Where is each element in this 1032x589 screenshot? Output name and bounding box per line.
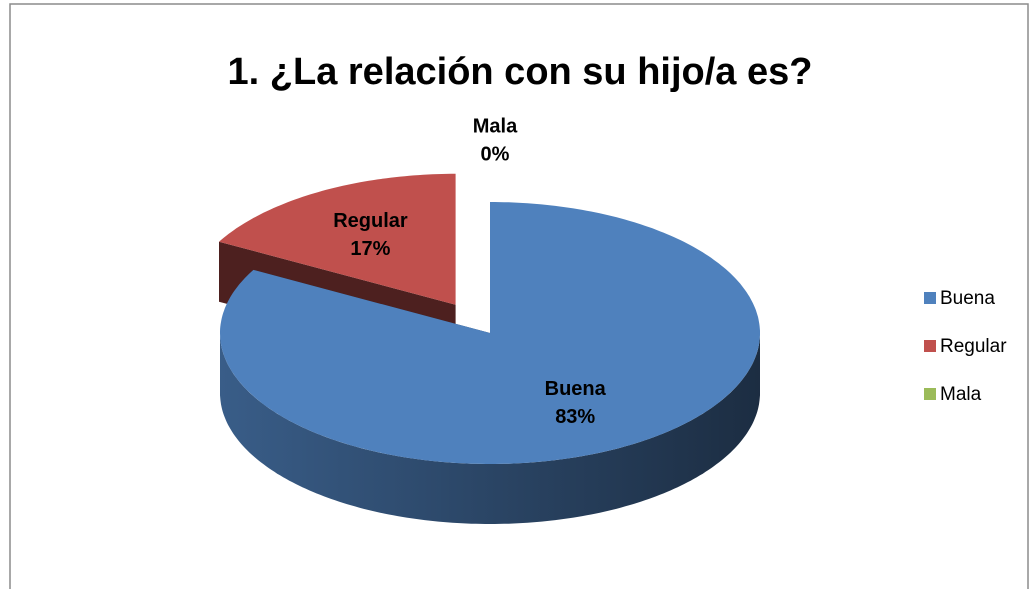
legend-swatch (924, 292, 936, 304)
pie (219, 173, 760, 524)
legend-label: Buena (940, 288, 995, 309)
legend-label: Regular (940, 336, 1007, 357)
slice-wall (220, 333, 760, 524)
slice (219, 173, 456, 305)
data-label-name: Buena (545, 378, 607, 400)
legend-label: Mala (940, 384, 982, 405)
chart-title: 1. ¿La relación con su hijo/a es? (228, 51, 813, 93)
data-label-name: Regular (333, 210, 408, 232)
slice (220, 202, 760, 524)
legend: Buena Regular Mala (924, 288, 1007, 405)
data-labels: Buena 83% Regular 17% Mala 0% (333, 116, 606, 428)
data-label-name: Mala (473, 116, 518, 138)
slice (220, 202, 760, 464)
legend-swatch (924, 388, 936, 400)
data-label-value: 0% (481, 144, 510, 166)
legend-swatch (924, 340, 936, 352)
data-label-value: 83% (555, 406, 595, 428)
data-label-value: 17% (350, 238, 390, 260)
